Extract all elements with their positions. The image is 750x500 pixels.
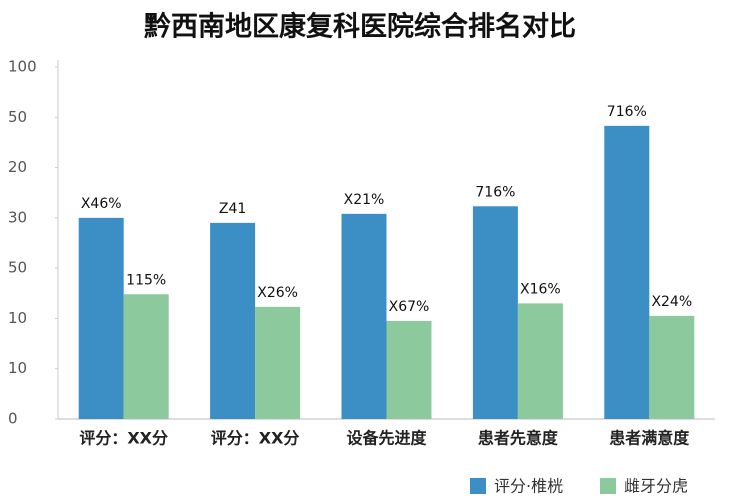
x-tick-label: 患者满意度 [609, 429, 690, 448]
chart-title: 黔西南地区康复科医院综合排名对比 [144, 11, 576, 43]
bar [604, 125, 650, 419]
bar-label: 716% [607, 104, 647, 120]
legend-label: 雌牙分虎 [624, 477, 688, 496]
y-tick-label: 20 [8, 158, 27, 176]
bar [210, 222, 256, 419]
bar [123, 294, 169, 419]
bar-label: X67% [389, 299, 430, 315]
bar [517, 303, 563, 419]
y-tick-label: 10 [8, 309, 27, 327]
bar-label: X16% [520, 281, 561, 297]
x-tick-label: 评分：XX分 [79, 429, 168, 448]
bar-label: X24% [651, 294, 692, 310]
legend-label: 评分·椎桄 [494, 477, 563, 496]
x-tick-label: 评分：XX分 [211, 429, 300, 448]
y-tick-label: 50 [8, 259, 27, 277]
x-tick-label: 设备先进度 [346, 429, 427, 448]
bar [341, 213, 387, 419]
y-tick-label: 30 [8, 208, 27, 226]
legend-swatch [600, 478, 616, 494]
bar-label: X21% [344, 192, 385, 208]
y-tick-label: 0 [8, 410, 18, 428]
y-tick-label: 10 [8, 359, 27, 377]
bar-label: X46% [81, 196, 122, 212]
x-tick-label: 患者先意度 [478, 429, 559, 448]
bar [386, 320, 432, 419]
bar [255, 306, 301, 419]
y-tick-label: 100 [8, 58, 37, 76]
bar [649, 315, 695, 419]
bar-label: 716% [475, 184, 515, 200]
y-tick-label: 50 [8, 108, 27, 126]
bar-label: X26% [257, 285, 298, 301]
legend-swatch [470, 478, 486, 494]
bar [78, 217, 124, 419]
bar-label: 115% [126, 272, 166, 288]
bar [472, 206, 518, 419]
bar-label: Z41 [219, 201, 246, 217]
